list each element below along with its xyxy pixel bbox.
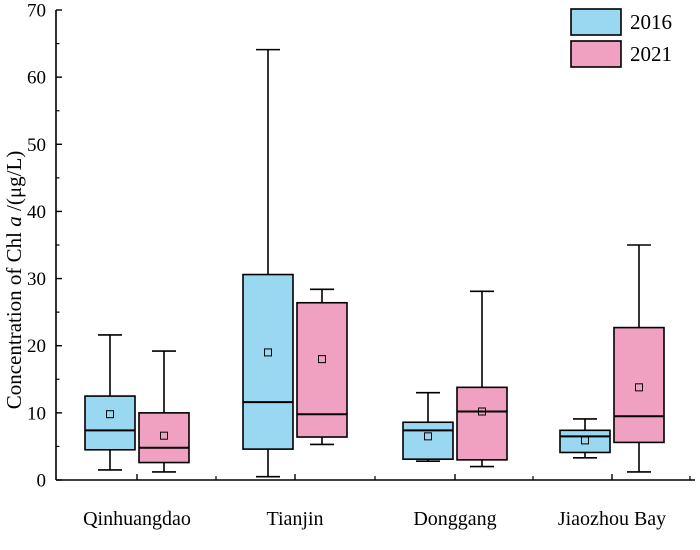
y-tick-label: 50 bbox=[27, 135, 46, 156]
x-category-label: Jiaozhou Bay bbox=[558, 508, 666, 530]
x-category-label: Qinhuangdao bbox=[83, 508, 191, 530]
box-2021-2 bbox=[456, 290, 508, 468]
mean-marker bbox=[318, 355, 326, 364]
mean-marker bbox=[478, 407, 486, 416]
x-category-label: Tianjin bbox=[266, 508, 323, 530]
box-body bbox=[84, 395, 136, 451]
box-2016-1 bbox=[242, 48, 294, 478]
box-body bbox=[242, 273, 294, 450]
legend-swatch-2021 bbox=[570, 40, 622, 68]
y-tick-label: 70 bbox=[27, 1, 46, 22]
box-body bbox=[138, 412, 190, 464]
legend-label-2016: 2016 bbox=[630, 10, 672, 34]
legend: 2016 2021 bbox=[570, 8, 672, 68]
box-body bbox=[559, 429, 611, 454]
box-2021-1 bbox=[296, 288, 348, 446]
x-category-label: Donggang bbox=[413, 508, 496, 530]
y-axis-label: Concentration of Chl a /(μg/L) bbox=[2, 151, 26, 410]
y-tick-label: 10 bbox=[27, 403, 46, 424]
plot-area bbox=[84, 48, 665, 478]
axes: 0 10 20 30 40 50 60 70 Qinhuangdao Tianjin Donggan… bbox=[27, 1, 695, 530]
mean-marker bbox=[264, 348, 272, 357]
box-2016-3 bbox=[559, 418, 611, 459]
y-tick-label: 40 bbox=[27, 202, 46, 223]
box-body bbox=[296, 301, 348, 438]
box-2021-3 bbox=[613, 244, 665, 473]
box-2016-0 bbox=[84, 334, 136, 471]
box-body bbox=[402, 421, 454, 460]
y-tick-label: 30 bbox=[27, 269, 46, 290]
legend-label-2021: 2021 bbox=[630, 42, 672, 66]
y-tick-label: 60 bbox=[27, 68, 46, 89]
box-body bbox=[613, 326, 665, 444]
mean-marker bbox=[635, 383, 643, 392]
mean-marker bbox=[581, 436, 589, 445]
legend-swatch-2016 bbox=[570, 8, 622, 36]
mean-marker bbox=[160, 431, 168, 440]
y-tick-label: 0 bbox=[37, 471, 47, 492]
y-tick-label: 20 bbox=[27, 336, 46, 357]
mean-marker bbox=[424, 432, 432, 441]
mean-marker bbox=[106, 410, 114, 419]
box-2016-2 bbox=[402, 391, 454, 463]
box-body bbox=[456, 386, 508, 461]
box-2021-0 bbox=[138, 350, 190, 473]
